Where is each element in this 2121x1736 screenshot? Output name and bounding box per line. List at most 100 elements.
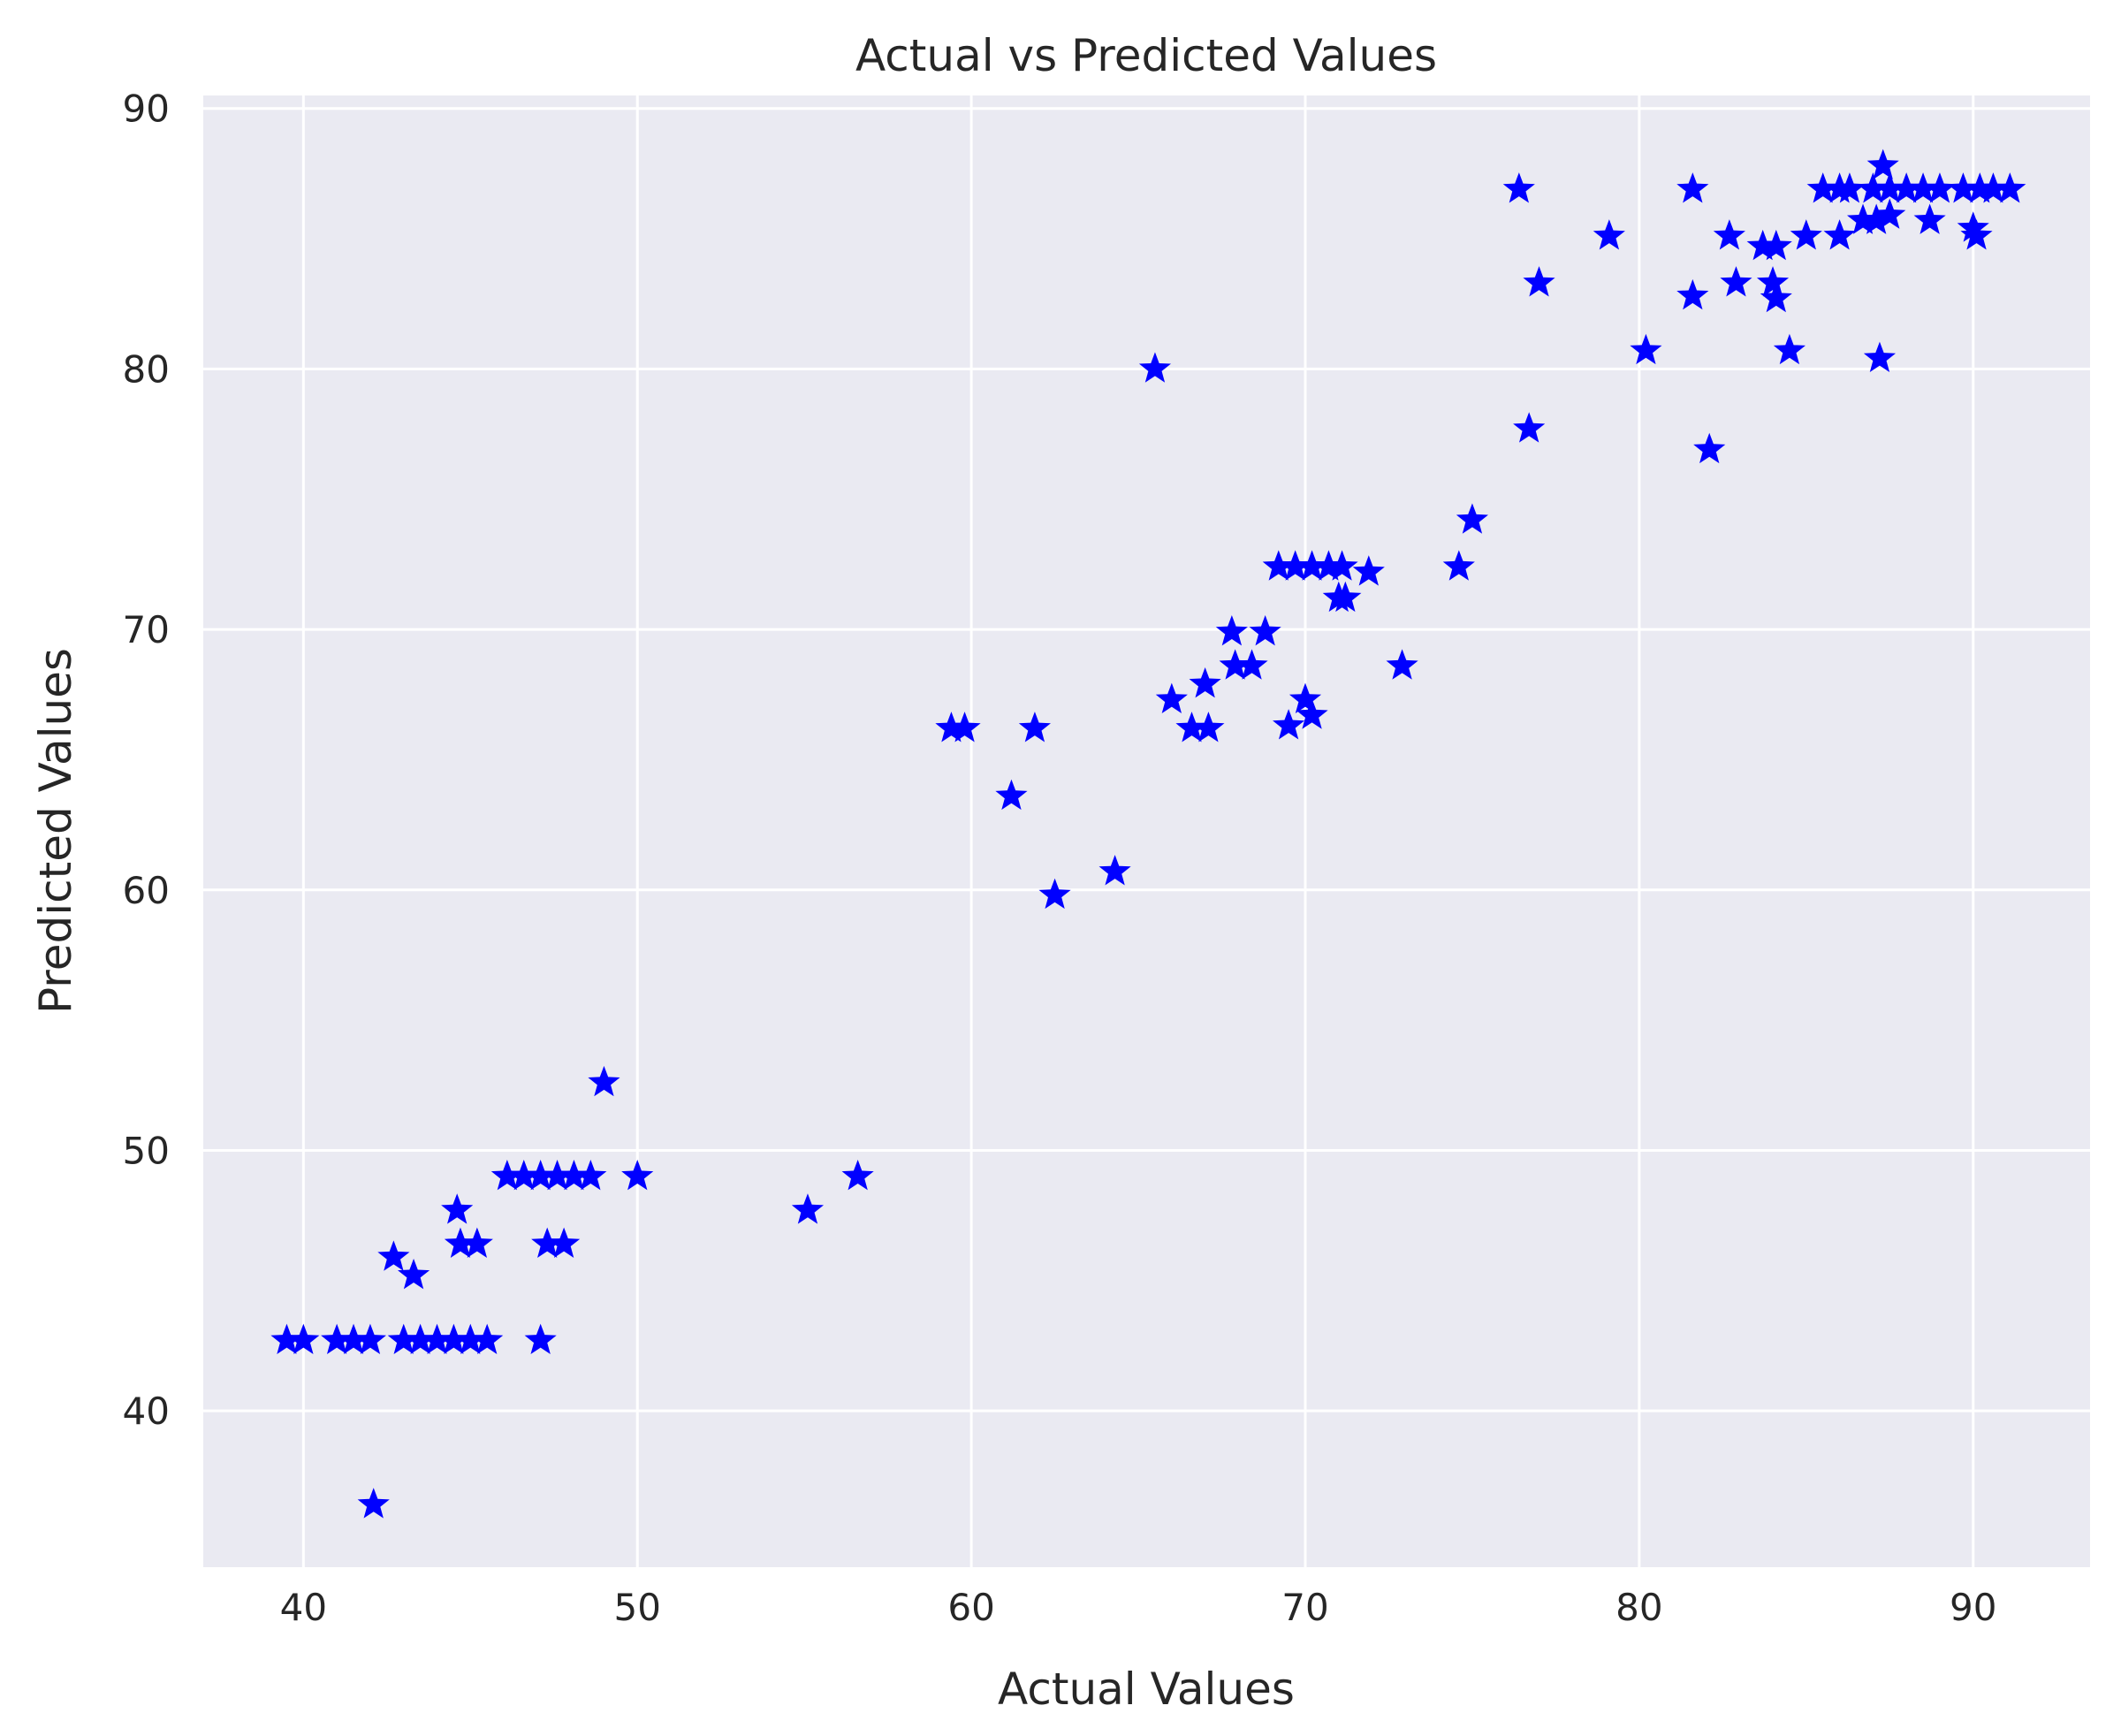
data-point-star: [1693, 432, 1726, 464]
data-point-star: [1806, 172, 1839, 203]
data-point-star: [1099, 855, 1131, 886]
data-point-star: [377, 1240, 410, 1271]
data-point-star: [1456, 503, 1488, 534]
y-tick-label: 50: [123, 1129, 170, 1172]
data-point-star: [1442, 550, 1475, 581]
x-tick-label: 40: [280, 1586, 327, 1629]
data-point-star: [1219, 649, 1251, 680]
data-point-star: [1760, 229, 1792, 261]
data-point-star: [1235, 649, 1268, 680]
data-point-star: [1312, 550, 1345, 581]
chart-title: Actual vs Predicted Values: [855, 30, 1437, 81]
data-point-star: [1513, 412, 1546, 443]
data-point-star: [1913, 203, 1946, 234]
data-point-star: [1874, 198, 1906, 229]
data-point-star: [1249, 615, 1281, 646]
data-point-star: [841, 1159, 874, 1191]
x-tick-labels: 40 50 60 70 80 90: [280, 1586, 1997, 1629]
data-point-star: [1773, 333, 1806, 365]
data-point-star: [541, 1159, 574, 1191]
data-point-star: [1994, 172, 2026, 203]
y-tick-labels: 40 50 60 70 80 90: [123, 88, 170, 1433]
data-point-star: [357, 1488, 390, 1519]
data-point-star: [1352, 555, 1385, 586]
data-point-star: [1960, 219, 1993, 250]
data-point-star: [1296, 550, 1328, 581]
data-point-star: [1296, 698, 1328, 729]
data-point-star: [1676, 278, 1709, 310]
data-point-star: [1977, 172, 2010, 203]
data-point-star: [1523, 266, 1555, 297]
data-point-star: [437, 1323, 470, 1354]
data-point-star: [1833, 172, 1866, 203]
data-point-star: [935, 712, 968, 742]
data-point-star: [995, 779, 1028, 811]
data-point-star: [1890, 172, 1923, 203]
x-tick-label: 70: [1281, 1586, 1328, 1629]
data-point-star: [531, 1227, 564, 1258]
data-points: [270, 148, 2026, 1519]
data-point-star: [1713, 219, 1745, 250]
x-tick-label: 80: [1615, 1586, 1662, 1629]
data-point-star: [1155, 682, 1188, 714]
data-point-star: [1630, 333, 1662, 365]
data-point-star: [454, 1323, 487, 1354]
data-point-star: [421, 1323, 453, 1354]
data-point-star: [1860, 203, 1893, 234]
data-point-star: [1906, 172, 1940, 203]
data-point-star: [490, 1159, 523, 1191]
data-point-star: [1502, 172, 1535, 203]
data-point-star: [1386, 649, 1418, 680]
data-point-star: [1874, 172, 1906, 203]
x-tick-label: 50: [614, 1586, 661, 1629]
data-point-star: [1676, 172, 1709, 203]
data-point-star: [524, 1323, 557, 1354]
data-point-star: [1326, 550, 1358, 581]
data-point-star: [460, 1227, 493, 1258]
data-point-star: [588, 1065, 620, 1097]
data-point-star: [558, 1159, 590, 1191]
data-point-star: [1947, 172, 1980, 203]
data-point-star: [1192, 712, 1225, 742]
data-point-star: [1720, 266, 1752, 297]
data-point-star: [507, 1159, 540, 1191]
data-point-star: [321, 1323, 354, 1354]
data-point-star: [791, 1193, 825, 1224]
data-point-star: [1262, 550, 1295, 581]
data-point-star: [1746, 229, 1779, 261]
data-point-star: [1289, 682, 1322, 714]
data-point-star: [337, 1323, 370, 1354]
data-point-star: [548, 1227, 581, 1258]
data-point-star: [1593, 219, 1625, 250]
data-point-star: [287, 1323, 320, 1354]
data-point-star: [1138, 352, 1172, 383]
data-point-star: [1923, 172, 1957, 203]
data-point-star: [1038, 878, 1071, 910]
data-point-star: [387, 1323, 420, 1354]
data-point-star: [1857, 172, 1889, 203]
data-point-star: [397, 1258, 430, 1290]
data-point-star: [444, 1227, 477, 1258]
data-point-star: [1279, 550, 1311, 581]
data-point-star: [1329, 581, 1362, 613]
y-tick-label: 90: [123, 88, 170, 131]
y-axis-label: Predicted Values: [30, 648, 81, 1014]
data-point-star: [1866, 148, 1899, 179]
data-point-star: [441, 1193, 474, 1224]
data-point-star: [1863, 341, 1897, 373]
data-point-star: [354, 1323, 387, 1354]
y-tick-label: 80: [123, 347, 170, 391]
y-tick-label: 40: [123, 1390, 170, 1433]
data-point-star: [1189, 667, 1221, 698]
data-point-star: [1756, 266, 1790, 297]
data-point-star: [1018, 712, 1051, 742]
data-point-star: [948, 712, 981, 742]
plot-area: [203, 95, 2090, 1567]
data-point-star: [270, 1323, 303, 1354]
data-point-star: [1175, 712, 1208, 742]
data-point-star: [471, 1323, 504, 1354]
data-point-star: [524, 1159, 557, 1191]
y-tick-label: 60: [123, 869, 170, 912]
x-axis-label: Actual Values: [998, 1664, 1295, 1715]
